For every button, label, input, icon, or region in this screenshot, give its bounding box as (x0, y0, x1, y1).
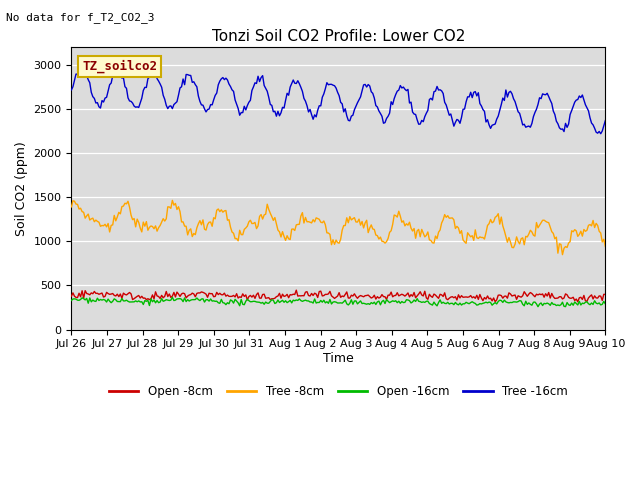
Text: No data for f_T2_CO2_3: No data for f_T2_CO2_3 (6, 12, 155, 23)
Text: TZ_soilco2: TZ_soilco2 (82, 60, 157, 73)
X-axis label: Time: Time (323, 352, 354, 365)
Legend: Open -8cm, Tree -8cm, Open -16cm, Tree -16cm: Open -8cm, Tree -8cm, Open -16cm, Tree -… (104, 381, 573, 403)
Y-axis label: Soil CO2 (ppm): Soil CO2 (ppm) (15, 141, 28, 236)
Title: Tonzi Soil CO2 Profile: Lower CO2: Tonzi Soil CO2 Profile: Lower CO2 (212, 29, 465, 44)
